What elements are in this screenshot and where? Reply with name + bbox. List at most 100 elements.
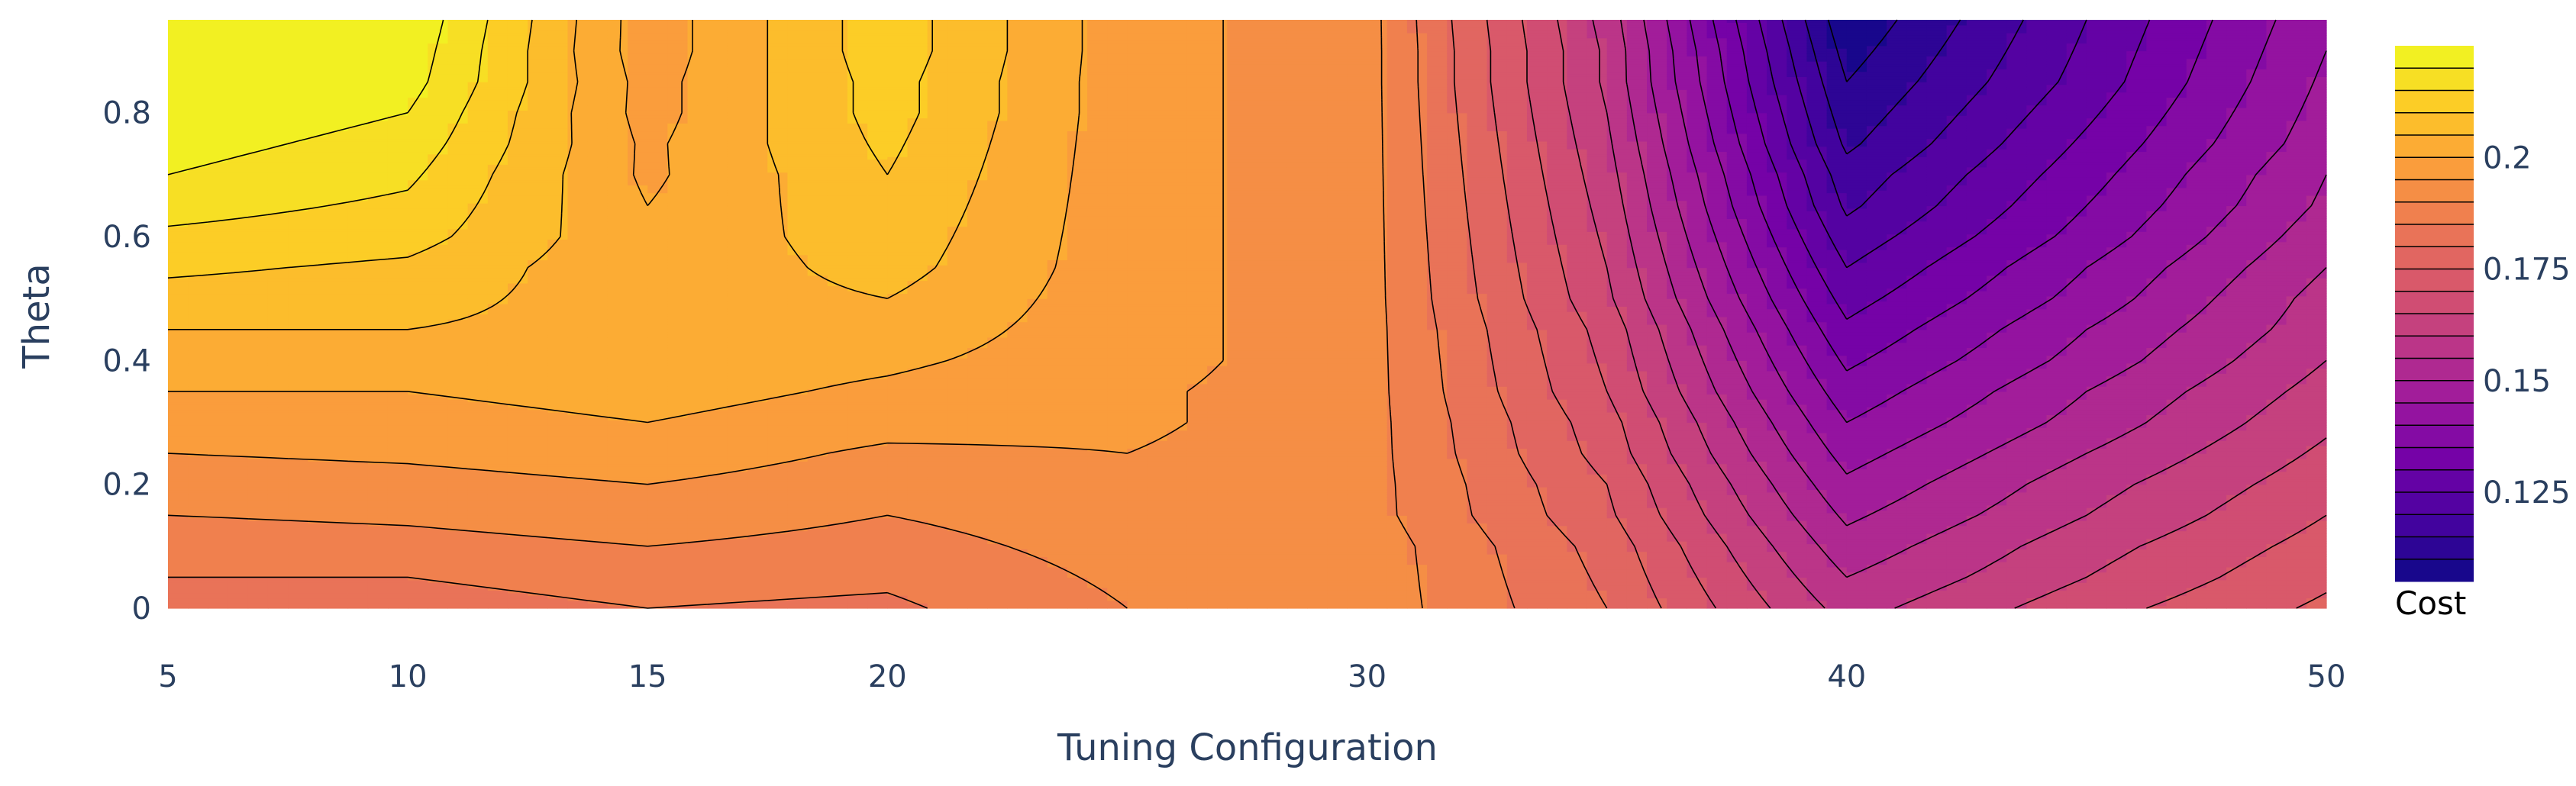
contour-cell [268, 193, 289, 196]
contour-cell [447, 356, 468, 359]
contour-cell [528, 324, 548, 327]
contour-cell [248, 95, 269, 98]
contour-cell [568, 128, 589, 131]
contour-cell [308, 79, 328, 82]
contour-cell [348, 31, 369, 34]
contour-cell [188, 404, 208, 407]
contour-cell [168, 404, 189, 407]
contour-cell [188, 373, 208, 376]
contour-cell [508, 552, 528, 555]
contour-cell [547, 159, 568, 163]
contour-cell [468, 520, 489, 523]
contour-cell [588, 552, 608, 555]
contour-cell [208, 552, 228, 555]
contour-cell [328, 356, 348, 359]
contour-cell [408, 487, 428, 490]
contour-cell [528, 356, 548, 359]
contour-cell [468, 159, 489, 163]
contour-cell [447, 79, 468, 82]
contour-cell [228, 487, 249, 490]
contour-cell [428, 487, 448, 490]
contour-cell [288, 291, 308, 294]
contour-cell [528, 61, 548, 64]
contour-cell [308, 31, 328, 34]
contour-cell [588, 79, 608, 82]
contour-cell [388, 502, 408, 505]
contour-cell [288, 61, 308, 64]
contour-cell [588, 193, 608, 196]
contour-cell [447, 324, 468, 327]
contour-cell [588, 536, 608, 539]
contour-cell [528, 177, 548, 180]
contour-cell [547, 46, 568, 49]
contour-cell [288, 177, 308, 180]
contour-cell [268, 404, 289, 407]
contour-cell [547, 128, 568, 131]
contour-cell [348, 472, 369, 475]
contour-cell [568, 569, 589, 572]
contour-cell [447, 585, 468, 588]
contour-cell [468, 208, 489, 211]
contour-cell [288, 306, 308, 309]
contour-cell [588, 438, 608, 441]
contour-cell [288, 242, 308, 245]
contour-cell [547, 502, 568, 505]
contour-cell [288, 404, 308, 407]
contour-cell [188, 128, 208, 131]
contour-cell [168, 306, 189, 309]
contour-cell [408, 472, 428, 475]
contour-cell [328, 20, 348, 23]
contour-cell [428, 61, 448, 64]
contour-cell [168, 242, 189, 245]
contour-cell [428, 20, 448, 23]
contour-cell [368, 177, 389, 180]
contour-cell [368, 159, 389, 163]
contour-cell [348, 340, 369, 343]
contour-cell [268, 227, 289, 230]
contour-cell [188, 601, 208, 604]
contour-cell [428, 177, 448, 180]
contour-cell [328, 306, 348, 309]
contour-cell [408, 520, 428, 523]
contour-cell [468, 389, 489, 392]
contour-cell [328, 373, 348, 376]
contour-cell [228, 356, 249, 359]
contour-cell [528, 502, 548, 505]
contour-cell [447, 31, 468, 34]
contour-cell [228, 61, 249, 64]
contour-cell [508, 159, 528, 163]
contour-cell [568, 389, 589, 392]
contour-cell [248, 46, 269, 49]
contour-cell [568, 423, 589, 426]
contour-cell [288, 79, 308, 82]
contour-cell [547, 110, 568, 113]
contour-cell [368, 31, 389, 34]
contour-cell [468, 110, 489, 113]
contour-cell [268, 20, 289, 23]
contour-cell [188, 340, 208, 343]
contour-cell [388, 110, 408, 113]
contour-cell [588, 143, 608, 147]
contour-cell [408, 257, 428, 260]
contour-cell [348, 552, 369, 555]
contour-cell [308, 438, 328, 441]
contour-cell [168, 291, 189, 294]
contour-cell [368, 143, 389, 147]
contour-cell [248, 438, 269, 441]
contour-cell [308, 291, 328, 294]
contour-cell [547, 257, 568, 260]
contour-cell [348, 487, 369, 490]
contour-cell [568, 306, 589, 309]
contour-cell [508, 79, 528, 82]
contour-cell [388, 404, 408, 407]
contour-cell [488, 159, 508, 163]
contour-cell [228, 438, 249, 441]
contour-cell [208, 536, 228, 539]
contour-cell [588, 110, 608, 113]
contour-cell [408, 79, 428, 82]
contour-cell [447, 423, 468, 426]
contour-cell [588, 306, 608, 309]
contour-cell [408, 356, 428, 359]
contour-cell [388, 159, 408, 163]
contour-cell [547, 423, 568, 426]
